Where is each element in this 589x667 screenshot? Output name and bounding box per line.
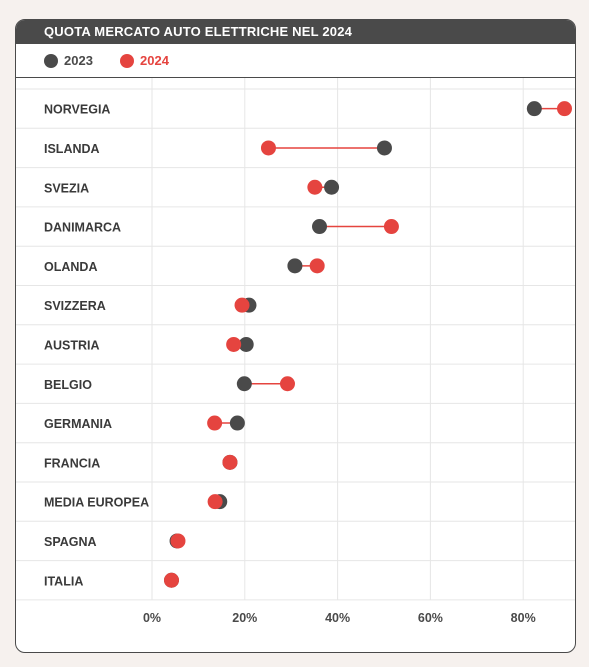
chart-legend: 2023 2024 — [16, 44, 575, 78]
legend-marker-2024 — [120, 54, 134, 68]
dot-2024 — [279, 376, 295, 392]
dot-2023 — [526, 101, 542, 117]
dot-2024 — [222, 454, 238, 470]
x-tick-label: 20% — [232, 611, 257, 625]
dot-2023 — [324, 179, 340, 195]
category-label: DANIMARCA — [44, 221, 121, 235]
x-tick-label: 80% — [511, 611, 536, 625]
dot-2024 — [309, 258, 325, 274]
dot-2024 — [234, 297, 250, 313]
legend-marker-2023 — [44, 54, 58, 68]
dot-2024 — [170, 533, 186, 549]
category-label: MEDIA EUROPEA — [44, 496, 149, 510]
category-label: ISLANDA — [44, 142, 100, 156]
category-label: FRANCIA — [44, 456, 100, 470]
chart-title-bar: QUOTA MERCATO AUTO ELETTRICHE NEL 2024 — [16, 20, 575, 44]
legend-label-2023: 2023 — [64, 53, 93, 68]
dot-2024 — [307, 179, 323, 195]
category-label: OLANDA — [44, 260, 97, 274]
x-tick-label: 0% — [143, 611, 161, 625]
category-label: SVEZIA — [44, 181, 89, 195]
dot-2023 — [312, 219, 328, 235]
dot-2023 — [376, 140, 392, 156]
x-tick-label: 60% — [418, 611, 443, 625]
category-label: SVIZZERA — [44, 299, 106, 313]
chart-title: QUOTA MERCATO AUTO ELETTRICHE NEL 2024 — [44, 24, 353, 39]
legend-label-2024: 2024 — [140, 53, 169, 68]
dot-2024 — [226, 336, 242, 352]
category-label: BELGIO — [44, 378, 92, 392]
dot-2023 — [287, 258, 303, 274]
x-tick-label: 40% — [325, 611, 350, 625]
category-label: SPAGNA — [44, 535, 97, 549]
legend-divider — [16, 77, 575, 78]
dot-2023 — [229, 415, 245, 431]
dot-2024 — [556, 101, 572, 117]
dot-2024 — [383, 219, 399, 235]
dot-2024 — [207, 494, 223, 510]
dot-2023 — [236, 376, 252, 392]
dot-2024 — [207, 415, 223, 431]
dot-2023 — [238, 336, 254, 352]
category-label: NORVEGIA — [44, 103, 110, 117]
dumbbell-plot: 0% 20% 40% 60% 80% NORVEGIA ISLANDA SVEZIA DANIM… — [16, 78, 575, 625]
category-label: AUSTRIA — [44, 338, 100, 352]
category-label: GERMANIA — [44, 417, 112, 431]
dot-2024 — [163, 572, 179, 588]
dot-2024 — [260, 140, 276, 156]
category-label: ITALIA — [44, 574, 83, 588]
chart-card: QUOTA MERCATO AUTO ELETTRICHE NEL 2024 2… — [15, 19, 576, 653]
